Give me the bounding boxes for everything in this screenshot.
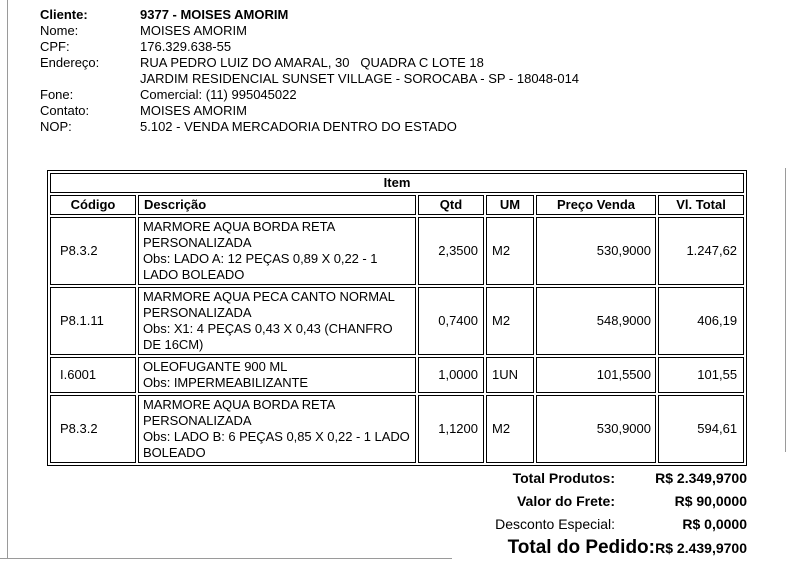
item-preco-venda-cell: 530,9000 (536, 217, 656, 285)
client-field-row: CPF: 176.329.638-55 (40, 39, 579, 55)
client-info-table: Cliente: 9377 - MOISES AMORIM Nome: MOISES … (40, 7, 579, 135)
totals-label: Total Produtos: (512, 470, 615, 486)
item-codigo-cell: P8.3.2 (50, 395, 136, 463)
client-field-value: MOISES AMORIM (140, 23, 247, 38)
items-table: Item Código Descrição Qtd UM Preço Venda Vl. … (47, 170, 748, 466)
client-field-label: CPF: (40, 39, 70, 54)
client-field-label: Endereço: (40, 55, 100, 70)
totals-value: R$ 90,0000 (674, 493, 747, 509)
client-field-value: MOISES AMORIM (140, 103, 247, 118)
item-preco-venda-cell: 530,9000 (536, 395, 656, 463)
item-qtd-cell: 0,7400 (418, 287, 484, 355)
item-um-cell: M2 (486, 395, 534, 463)
items-title-row: Item (50, 173, 745, 193)
item-row: P8.3.2 MARMORE AQUA BORDA RETA PERSONALIZ… (50, 217, 745, 285)
document-content: Cliente: 9377 - MOISES AMORIM Nome: MOISES … (40, 7, 752, 558)
totals-row: Valor do Frete: R$ 90,0000 (47, 494, 747, 509)
totals-row: Desconto Especial: R$ 0,0000 (47, 517, 747, 532)
grand-total-value: R$ 2.439,9700 (655, 540, 747, 556)
item-row: P8.1.11 MARMORE AQUA PECA CANTO NORMAL PE… (50, 287, 745, 355)
page-border-left (7, 0, 8, 559)
client-field-value: 5.102 - VENDA MERCADORIA DENTRO DO ESTAD… (140, 119, 457, 134)
items-column-header: Preço Venda (536, 195, 656, 215)
client-field-row: Cliente: 9377 - MOISES AMORIM (40, 7, 579, 23)
client-field-value: Comercial: (11) 995045022 (140, 87, 297, 102)
items-column-header: Qtd (418, 195, 484, 215)
client-field-row: Endereço: RUA PEDRO LUIZ DO AMARAL, 30 QU… (40, 55, 579, 87)
item-codigo-cell: P8.3.2 (50, 217, 136, 285)
item-row: P8.3.2 MARMORE AQUA BORDA RETA PERSONALIZ… (50, 395, 745, 463)
item-um-cell: M2 (486, 217, 534, 285)
grand-total-row: Total do Pedido: R$ 2.439,9700 (47, 537, 747, 558)
item-descricao-cell: MARMORE AQUA PECA CANTO NORMAL PERSONALI… (138, 287, 416, 355)
item-vl-total-cell: 406,19 (658, 287, 745, 355)
totals-value: R$ 0,0000 (682, 516, 747, 532)
client-field-value: 176.329.638-55 (140, 39, 232, 54)
totals-section: Total Produtos: R$ 2.349,9700 Valor do Fre… (47, 471, 747, 558)
item-descricao-cell: MARMORE AQUA BORDA RETA PERSONALIZADA Ob… (138, 217, 416, 285)
client-field-row: Nome: MOISES AMORIM (40, 23, 579, 39)
item-descricao-cell: OLEOFUGANTE 900 ML Obs: IMPERMEABILIZANT… (138, 357, 416, 393)
items-column-header: Descrição (138, 195, 416, 215)
client-field-row: NOP: 5.102 - VENDA MERCADORIA DENTRO DO E… (40, 119, 579, 135)
item-preco-venda-cell: 101,5500 (536, 357, 656, 393)
totals-row: Total Produtos: R$ 2.349,9700 (47, 471, 747, 486)
item-descricao-cell: MARMORE AQUA BORDA RETA PERSONALIZADA Ob… (138, 395, 416, 463)
item-codigo-cell: I.6001 (50, 357, 136, 393)
item-codigo-cell: P8.1.11 (50, 287, 136, 355)
client-field-row: Contato: MOISES AMORIM (40, 103, 579, 119)
client-field-label: Nome: (40, 23, 79, 38)
item-qtd-cell: 1,0000 (418, 357, 484, 393)
item-preco-venda-cell: 548,9000 (536, 287, 656, 355)
grand-total-label: Total do Pedido: (507, 537, 655, 558)
page-border-bottom (0, 558, 452, 559)
client-field-value: RUA PEDRO LUIZ DO AMARAL, 30 QUADRA C LO… (140, 55, 580, 86)
item-qtd-cell: 2,3500 (418, 217, 484, 285)
item-row: I.6001 OLEOFUGANTE 900 ML Obs: IMPERMEABI… (50, 357, 745, 393)
item-um-cell: M2 (486, 287, 534, 355)
item-vl-total-cell: 101,55 (658, 357, 745, 393)
items-column-header: Código (50, 195, 136, 215)
totals-value: R$ 2.349,9700 (655, 470, 747, 486)
client-field-label: NOP: (40, 119, 72, 134)
client-field-label: Cliente: (40, 7, 88, 22)
item-vl-total-cell: 1.247,62 (658, 217, 745, 285)
page-border-right (785, 168, 786, 452)
item-vl-total-cell: 594,61 (658, 395, 745, 463)
item-um-cell: 1UN (486, 357, 534, 393)
client-field-label: Fone: (40, 87, 74, 102)
items-header-row: Código Descrição Qtd UM Preço Venda Vl. Total (50, 195, 745, 215)
client-field-value: 9377 - MOISES AMORIM (140, 7, 289, 22)
totals-label: Valor do Frete: (516, 493, 615, 509)
items-table-title: Item (50, 173, 745, 193)
item-qtd-cell: 1,1200 (418, 395, 484, 463)
client-field-label: Contato: (40, 103, 90, 118)
items-column-header: UM (486, 195, 534, 215)
client-field-row: Fone: Comercial: (11) 995045022 (40, 87, 579, 103)
totals-label: Desconto Especial: (495, 516, 615, 532)
items-column-header: Vl. Total (658, 195, 745, 215)
